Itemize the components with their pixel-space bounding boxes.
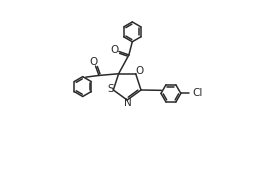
Text: O: O [90,57,98,67]
Text: O: O [111,45,119,55]
Text: N: N [124,98,132,108]
Text: S: S [107,84,114,94]
Text: O: O [135,66,143,76]
Text: Cl: Cl [192,88,203,98]
